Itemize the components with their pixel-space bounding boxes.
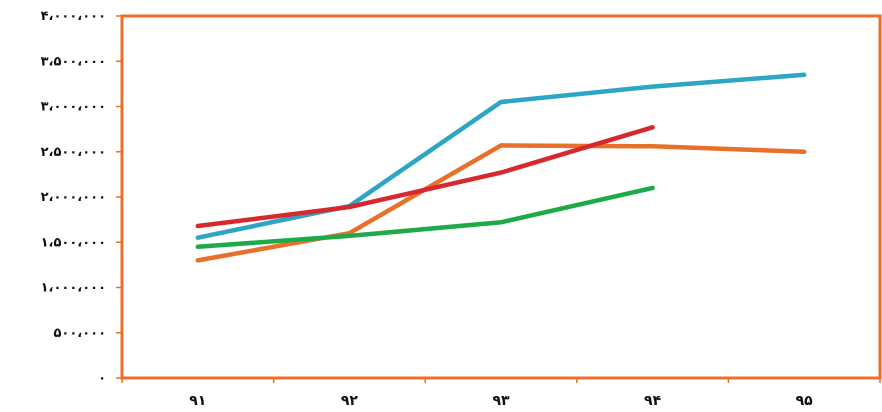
y-tick-label: ۴،۰۰۰،۰۰۰ — [41, 9, 106, 24]
x-axis-ticks: ۹۱ ۹۲ ۹۳ ۹۴ ۹۵ — [121, 378, 881, 409]
series-line-4 — [195, 185, 655, 250]
x-tick-label: ۹۵ — [796, 393, 814, 409]
y-tick-label: ۱،۵۰۰،۰۰۰ — [41, 235, 106, 250]
y-tick-label: ۳،۰۰۰،۰۰۰ — [41, 100, 106, 115]
x-tick-label: ۹۳ — [492, 393, 510, 409]
y-tick-label: ۱،۰۰۰،۰۰۰ — [41, 281, 106, 296]
y-tick-label: ۲،۵۰۰،۰۰۰ — [41, 145, 106, 160]
series-line-1 — [195, 72, 807, 240]
x-tick-label: ۹۴ — [644, 393, 662, 409]
x-tick-label: ۹۲ — [341, 393, 359, 409]
y-tick-label: ۳،۵۰۰،۰۰۰ — [41, 54, 106, 69]
plot-border — [120, 14, 882, 380]
x-tick-label: ۹۱ — [189, 393, 206, 409]
series-line-3 — [195, 125, 655, 229]
y-axis-ticks: ۰ ۵۰۰،۰۰۰ ۱،۰۰۰،۰۰۰ ۱،۵۰۰،۰۰۰ ۲،۰۰۰،۰۰۰ ۲،۵۰۰… — [41, 9, 122, 386]
series-layer — [195, 72, 807, 263]
y-tick-label: ۲،۰۰۰،۰۰۰ — [41, 190, 106, 205]
series-line-2 — [195, 143, 807, 263]
y-tick-label: ۵۰۰،۰۰۰ — [53, 326, 106, 341]
y-tick-label: ۰ — [98, 371, 106, 386]
